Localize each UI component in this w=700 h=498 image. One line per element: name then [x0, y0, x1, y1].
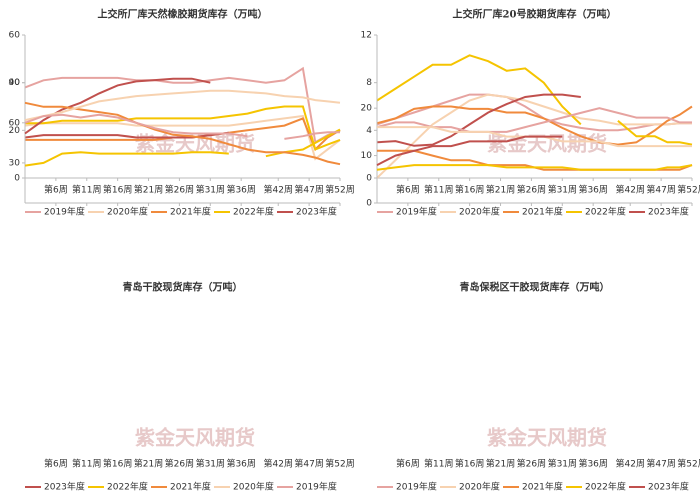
legend-label: 2019年度: [44, 206, 85, 218]
x-tick-label: 第42周: [264, 458, 293, 470]
x-tick-label: 第16周: [103, 458, 132, 470]
x-tick-label: 第36周: [226, 184, 255, 196]
series-line: [376, 93, 581, 147]
y-tick-label: 4: [366, 126, 372, 136]
y-tick-label: 12: [361, 31, 372, 41]
x-tick-label: 第47周: [294, 458, 323, 470]
watermark: 紫金天风期货: [487, 132, 607, 156]
x-tick-label: 第36周: [226, 458, 255, 470]
x-tick-label: 第42周: [264, 184, 293, 196]
x-tick-label: 第6周: [396, 184, 420, 196]
series-line: [376, 54, 693, 146]
legend-label: 2021年度: [170, 206, 211, 218]
x-tick-label: 第6周: [44, 458, 68, 470]
legend-label: 2023年度: [648, 481, 689, 493]
legend-label: 2020年度: [459, 206, 500, 218]
x-tick-label: 第31周: [548, 458, 577, 470]
legend-label: 2019年度: [396, 206, 437, 218]
legend-label: 2021年度: [170, 481, 211, 493]
legend-label: 2020年度: [459, 481, 500, 493]
x-tick-label: 第21周: [134, 184, 163, 196]
x-tick-label: 第26周: [517, 458, 546, 470]
legend-label: 2020年度: [233, 481, 274, 493]
x-tick-label: 第21周: [134, 458, 163, 470]
legend-label: 2023年度: [648, 206, 689, 218]
series-line: [24, 66, 341, 144]
x-tick-label: 第31周: [548, 184, 577, 196]
x-tick-label: 第11周: [424, 184, 453, 196]
legend-label: 2022年度: [233, 206, 274, 218]
x-tick-label: 第42周: [616, 184, 645, 196]
series-line: [376, 135, 563, 166]
y-tick-label: 10: [361, 151, 373, 161]
x-tick-label: 第47周: [294, 184, 323, 196]
series-line: [376, 105, 693, 146]
x-tick-label: 第36周: [578, 458, 607, 470]
y-tick-label: 90: [9, 78, 21, 88]
x-tick-label: 第6周: [396, 458, 420, 470]
legend-label: 2020年度: [107, 206, 148, 218]
x-tick-label: 第11周: [72, 184, 101, 196]
series-line: [376, 164, 693, 171]
y-tick-label: 8: [366, 78, 372, 88]
chart-title: 上交所厂库天然橡胶期货库存（万吨）: [98, 8, 268, 21]
y-tick-label: 40: [9, 78, 21, 88]
x-tick-label: 第21周: [486, 184, 515, 196]
legend-label: 2019年度: [296, 481, 337, 493]
x-tick-label: 第26周: [165, 184, 194, 196]
x-tick-label: 第31周: [196, 184, 225, 196]
legend-label: 2021年度: [522, 206, 563, 218]
series-line: [24, 113, 340, 140]
series-line: [24, 114, 341, 161]
x-tick-label: 第26周: [165, 458, 194, 470]
y-tick-label: 20: [9, 126, 21, 136]
x-tick-label: 第42周: [616, 458, 645, 470]
legend-label: 2019年度: [396, 481, 437, 493]
x-tick-label: 第11周: [424, 458, 453, 470]
legend-label: 2023年度: [296, 206, 337, 218]
legend-label: 2023年度: [44, 481, 85, 493]
series-line: [376, 93, 692, 179]
watermark: 紫金天风期货: [487, 426, 607, 450]
x-tick-label: 第52周: [677, 458, 700, 470]
chart-title: 青岛干胶现货库存（万吨）: [123, 281, 243, 294]
x-tick-label: 第52周: [325, 458, 354, 470]
y-tick-label: 0: [366, 174, 372, 184]
x-tick-label: 第52周: [325, 184, 354, 196]
x-tick-label: 第31周: [196, 458, 225, 470]
x-tick-label: 第36周: [578, 184, 607, 196]
legend-label: 2021年度: [522, 481, 563, 493]
x-tick-label: 第47周: [646, 458, 675, 470]
y-tick-label: 30: [9, 158, 21, 168]
y-tick-label: 0: [366, 199, 372, 209]
x-tick-label: 第47周: [646, 184, 675, 196]
x-tick-label: 第16周: [455, 458, 484, 470]
legend-label: 2022年度: [585, 206, 626, 218]
watermark: 紫金天风期货: [135, 426, 255, 450]
y-tick-label: 20: [361, 104, 373, 114]
series-line: [25, 105, 341, 151]
y-tick-label: 60: [9, 118, 21, 128]
y-tick-label: 0: [14, 174, 20, 184]
x-tick-label: 第52周: [677, 184, 700, 196]
x-tick-label: 第6周: [44, 184, 68, 196]
x-tick-label: 第21周: [486, 458, 515, 470]
legend-label: 2022年度: [107, 481, 148, 493]
x-tick-label: 第26周: [517, 184, 546, 196]
y-tick-label: 60: [9, 31, 21, 41]
chart-title: 青岛保税区干胶现货库存（万吨）: [460, 281, 610, 294]
series-line: [24, 101, 341, 166]
x-tick-label: 第16周: [455, 184, 484, 196]
chart-title: 上交所厂库20号胶期货库存（万吨）: [453, 8, 617, 21]
legend-label: 2022年度: [585, 481, 626, 493]
x-tick-label: 第11周: [72, 458, 101, 470]
series-line: [24, 89, 341, 122]
x-tick-label: 第16周: [103, 184, 132, 196]
